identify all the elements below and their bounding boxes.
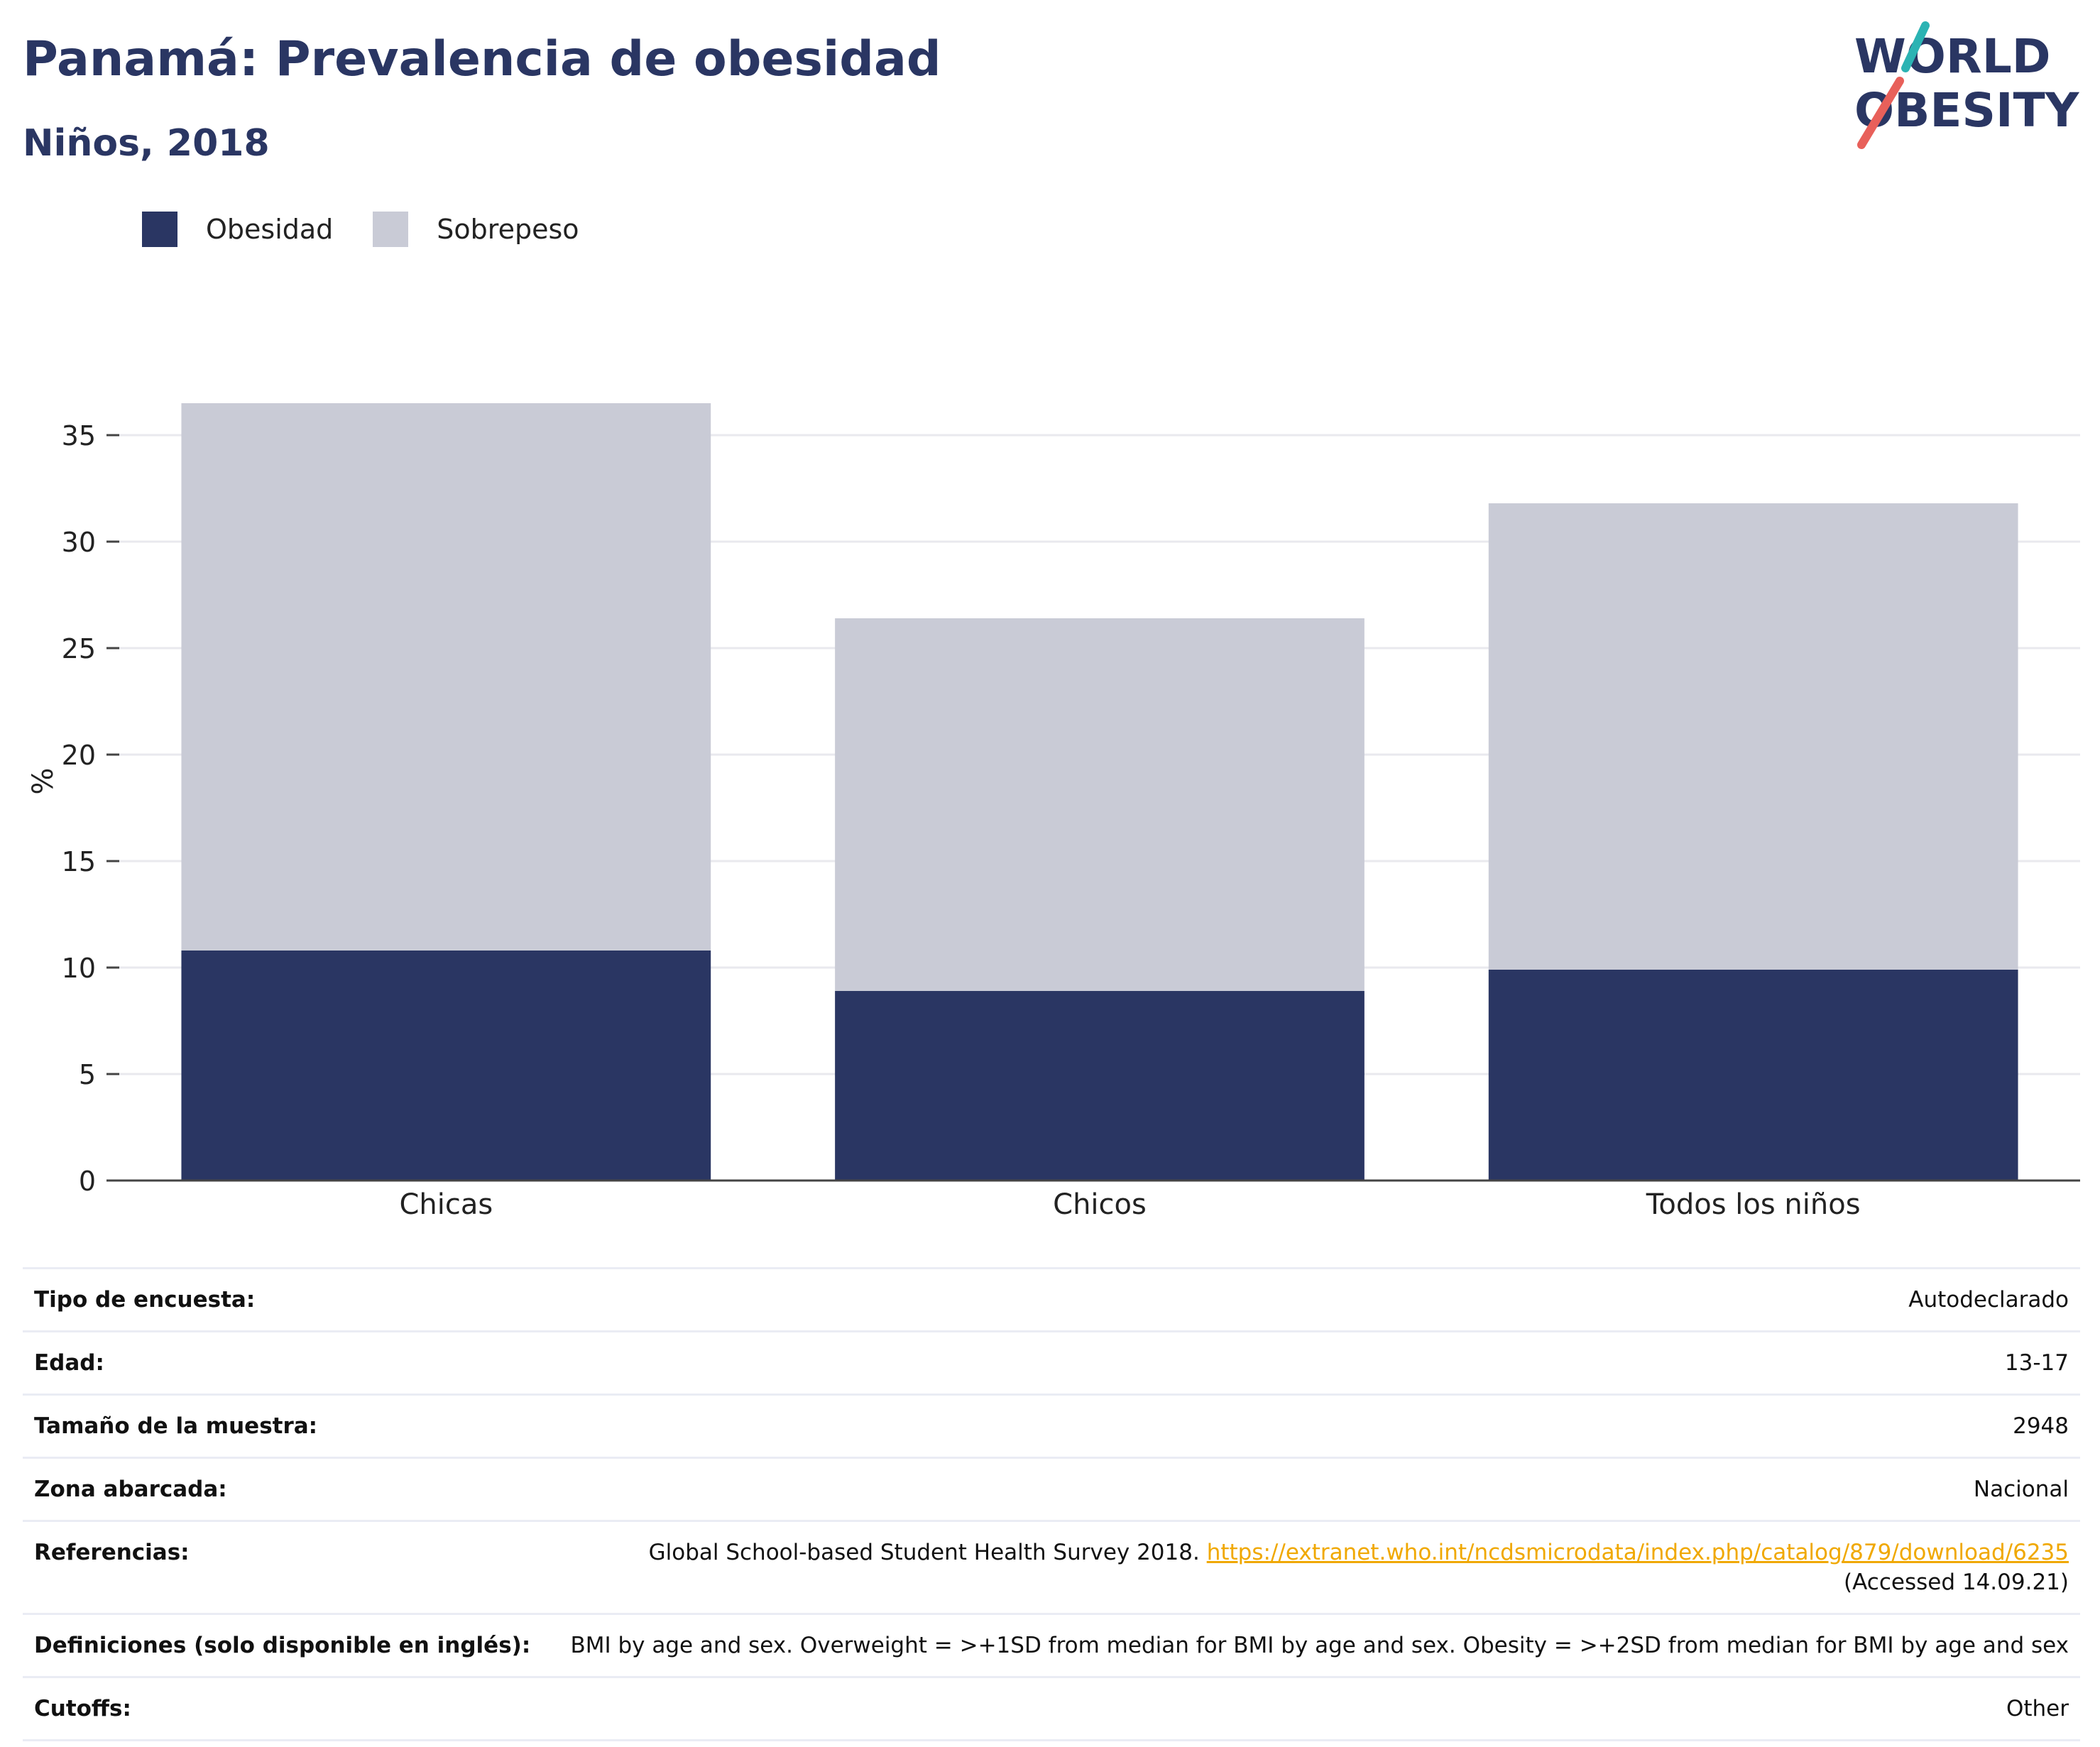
bar-sobrepeso	[1488, 503, 2018, 970]
bar-chart: 0 5 10 15 20 25 30 35% Chicas Chicos Todos los niñ…	[27, 403, 2080, 1221]
info-label: Tamaño de la muestra:	[34, 1413, 318, 1439]
info-label: Referencias:	[34, 1540, 190, 1565]
legend-item-sobrepeso: Sobrepeso	[373, 212, 579, 247]
legend-swatch-sobrepeso	[373, 212, 409, 247]
reference-text: Global School-based Student Health Surve…	[648, 1540, 1207, 1565]
y-axis-label: %	[27, 767, 60, 794]
chart-title: Panamá: Prevalencia de obesidad	[23, 31, 941, 87]
info-value: Autodeclarado	[1908, 1287, 2069, 1313]
y-tick-label: 30	[62, 527, 96, 558]
reference-link[interactable]: https://extranet.who.int/ncdsmicrodata/i…	[1206, 1540, 2069, 1565]
info-value: BMI by age and sex. Overweight = >+1SD f…	[570, 1633, 2069, 1658]
reference-note: (Accessed 14.09.21)	[1844, 1570, 2069, 1595]
bar-sobrepeso	[181, 403, 711, 951]
legend-item-obesidad: Obesidad	[142, 212, 333, 247]
y-tick-label: 10	[62, 953, 96, 984]
info-value: Other	[2006, 1696, 2069, 1721]
info-row-age: Edad: 13-17	[23, 1332, 2080, 1395]
y-tick-label: 0	[79, 1166, 96, 1197]
info-row-area: Zona abarcada: Nacional	[23, 1458, 2080, 1521]
y-tick-label: 35	[62, 420, 96, 451]
y-tick-label: 5	[79, 1059, 96, 1090]
x-tick-label: Todos los niños	[1646, 1188, 1861, 1221]
info-row-references: Referencias: Global School-based Student…	[23, 1521, 2080, 1614]
world-obesity-logo: WORLD OBESITY	[1854, 21, 2080, 149]
info-label: Edad:	[34, 1350, 104, 1376]
info-label: Definiciones (solo disponible en inglés)…	[34, 1633, 531, 1658]
info-label: Cutoffs:	[34, 1696, 131, 1721]
x-tick-label: Chicas	[399, 1188, 493, 1221]
y-tick-label: 20	[62, 740, 96, 771]
y-tick-label: 25	[62, 633, 96, 664]
bar-obesidad	[181, 951, 711, 1181]
logo-slash-bottom	[1857, 77, 1904, 149]
chart-legend: Obesidad Sobrepeso	[142, 212, 619, 247]
info-row-definitions: Definiciones (solo disponible en inglés)…	[23, 1614, 2080, 1677]
y-tick-label: 15	[62, 846, 96, 877]
legend-label-sobrepeso: Sobrepeso	[437, 214, 579, 245]
x-tick-label: Chicos	[1053, 1188, 1147, 1221]
chart-subtitle: Niños, 2018	[23, 122, 270, 165]
bar-obesidad	[1488, 970, 2018, 1181]
info-row-survey-type: Tipo de encuesta: Autodeclarado	[23, 1268, 2080, 1332]
info-label: Zona abarcada:	[34, 1477, 227, 1502]
info-value: 13-17	[2004, 1350, 2069, 1376]
legend-label-obesidad: Obesidad	[206, 214, 334, 245]
info-value: 2948	[2013, 1413, 2069, 1439]
info-row-sample-size: Tamaño de la muestra: 2948	[23, 1395, 2080, 1458]
bar-sobrepeso	[835, 618, 1365, 991]
logo-line-1: WORLD	[1854, 29, 2051, 84]
survey-info-table: Tipo de encuesta: Autodeclarado Edad: 13…	[23, 1267, 2080, 1741]
logo-slash-top	[1901, 21, 1930, 72]
bar-obesidad	[835, 991, 1365, 1181]
info-value: Nacional	[1973, 1477, 2069, 1502]
info-row-cutoffs: Cutoffs: Other	[23, 1677, 2080, 1741]
info-value-references: Global School-based Student Health Surve…	[542, 1521, 2080, 1614]
info-label: Tipo de encuesta:	[34, 1287, 256, 1313]
legend-swatch-obesidad	[142, 212, 177, 247]
